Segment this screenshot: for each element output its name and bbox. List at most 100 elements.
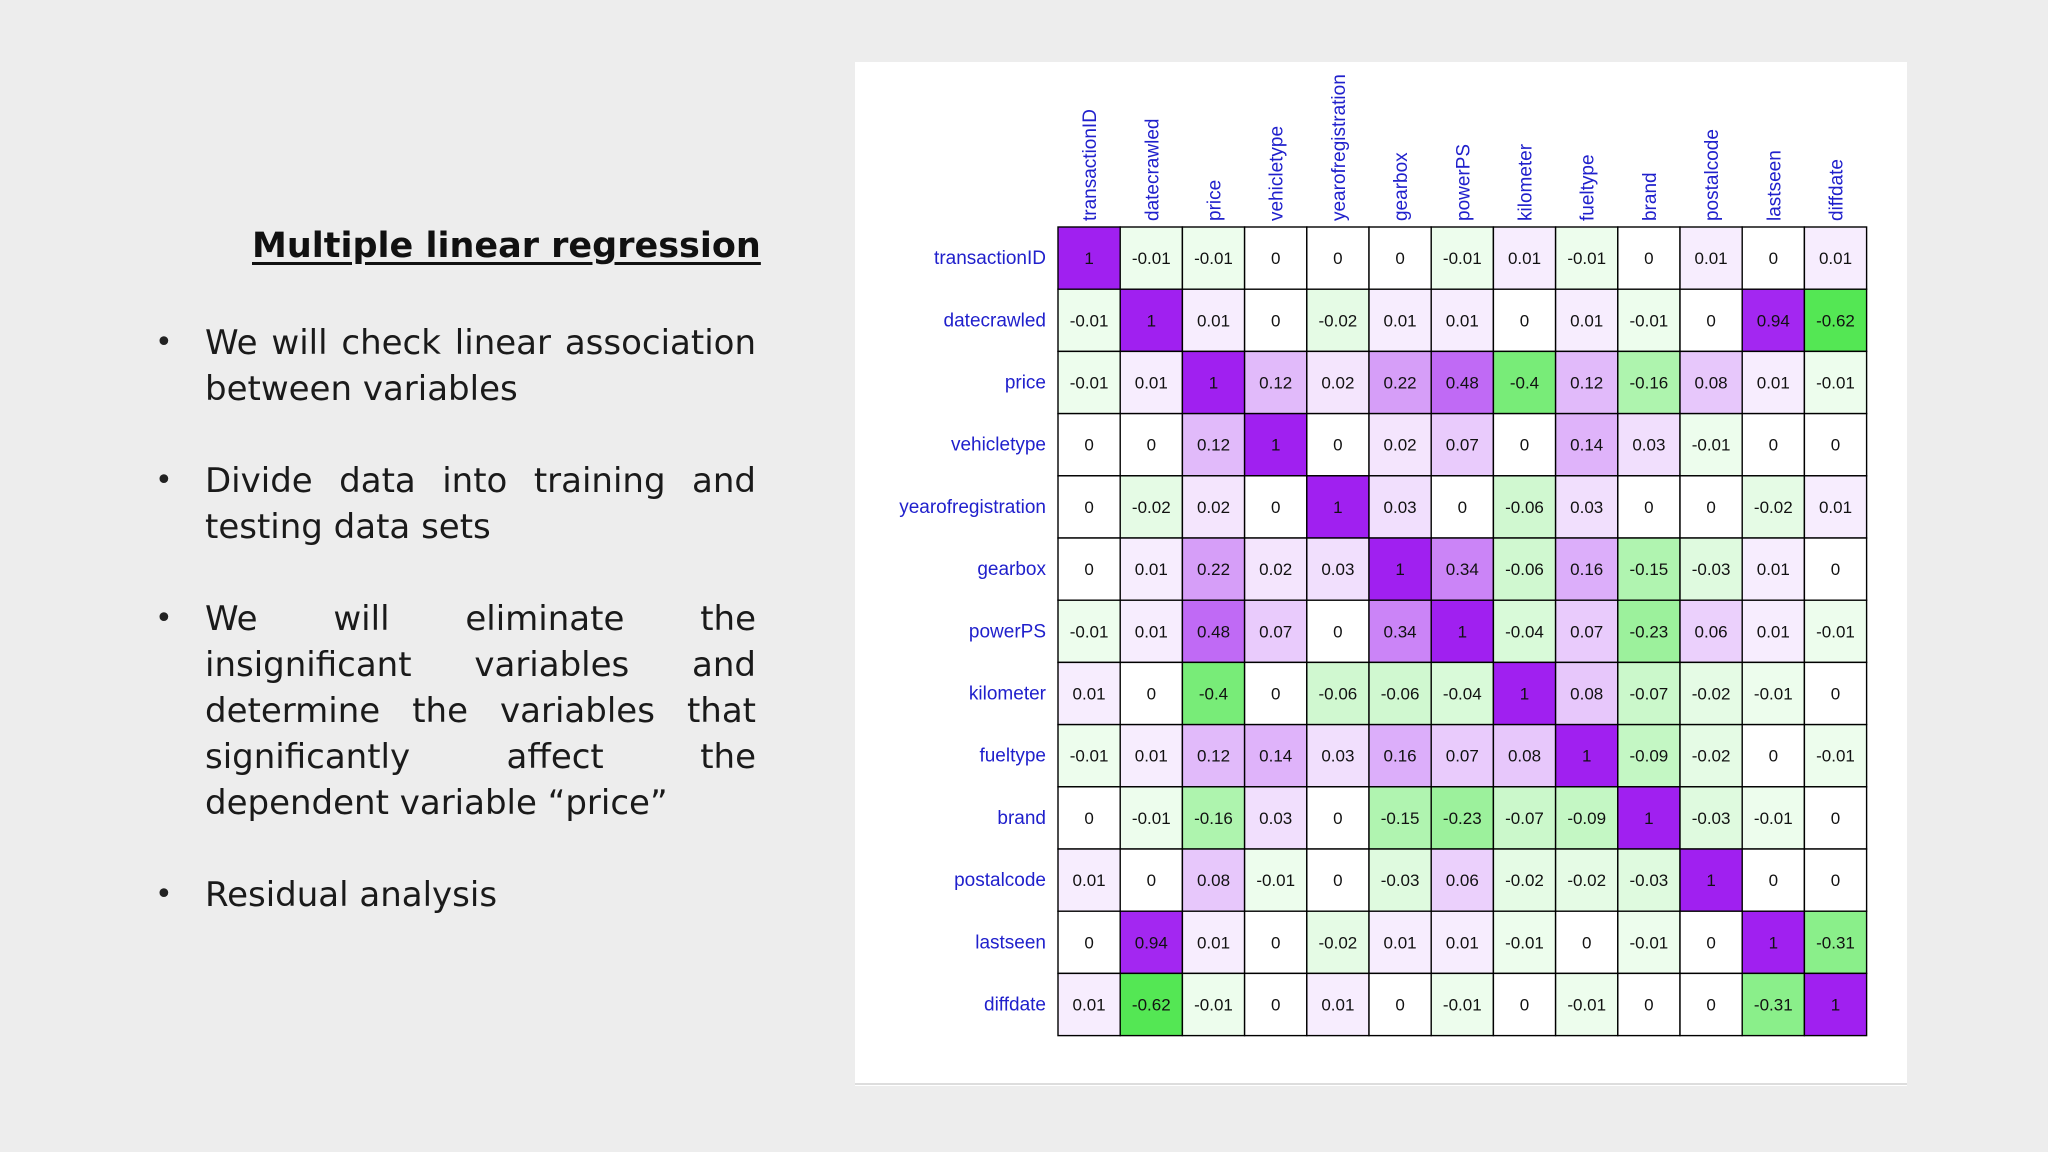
cell-value-label: 1 [1209,374,1218,393]
cell-value-label: -0.01 [1070,622,1109,641]
heatmap-cell [1243,723,1308,788]
cell-value-label: 0 [1831,809,1840,828]
slide-text-area: Multiple linear regression • We will che… [0,0,800,1152]
cell-value-label: 0.07 [1259,622,1292,641]
heatmap-cell [1617,786,1681,850]
column-label: yearofregistration [1329,74,1350,221]
heatmap-cell [1741,661,1806,726]
heatmap-cell [1492,537,1557,601]
cell-value-label: 0 [1147,871,1156,890]
heatmap-cell [1492,661,1557,726]
heatmap-cell [1368,910,1432,975]
heatmap-cell [1368,288,1432,353]
cell-value-label: 0 [1644,249,1653,268]
heatmap-cell [1243,288,1308,353]
cell-value-label: 0 [1458,498,1467,517]
heatmap-cell [1306,972,1370,1037]
heatmap-cell [1803,288,1868,353]
bullet-text: Residual analysis [205,875,498,915]
cell-value-label: 0.34 [1446,560,1479,579]
cell-value-label: 0.01 [1384,933,1417,952]
heatmap-cell [1554,910,1619,975]
heatmap-cell [1243,661,1308,726]
heatmap-cell [1119,786,1184,850]
bullet-symbol: • [155,877,173,912]
cell-value-label: -0.01 [1132,249,1171,268]
cell-value-label: 0 [1084,809,1093,828]
cell-value-label: 0.12 [1197,436,1230,455]
cell-value-label: -0.4 [1199,685,1228,704]
heatmap-cell [1679,723,1743,788]
cell-value-label: 0.08 [1197,871,1230,890]
cell-value-label: 0.01 [1819,249,1852,268]
cell-value-label: 0.01 [1384,311,1417,330]
cell-value-label: 0 [1706,498,1715,517]
heatmap-cell [1181,786,1246,850]
cell-value-label: 0 [1271,498,1280,517]
heatmap-cell [1306,537,1370,601]
cell-value-label: 0 [1333,249,1342,268]
bullet-item: • We will eliminate the insignificant va… [152,596,756,826]
heatmap-cell [1306,848,1370,912]
heatmap-cell [1368,661,1432,726]
cell-value-label: -0.15 [1381,809,1420,828]
cell-value-label: 0.01 [1757,560,1790,579]
heatmap-cell [1617,972,1681,1037]
cell-value-label: 0.02 [1259,560,1292,579]
bullet-text: Divide data into training and testing da… [205,461,756,547]
column-label: datecrawled [1142,119,1163,221]
heatmap-cell [1492,910,1557,975]
heatmap-cell [1803,848,1868,912]
cell-value-label: -0.01 [1816,747,1855,766]
cell-value-label: 0.03 [1632,436,1665,455]
cell-value-label: 0.03 [1321,560,1354,579]
cell-value-label: -0.01 [1070,311,1109,330]
cell-value-label: -0.01 [1070,747,1109,766]
heatmap-cell [1492,723,1557,788]
slide-title: Multiple linear regression [252,226,761,266]
heatmap-cell [1243,537,1308,601]
heatmap-cell [1679,537,1743,601]
column-label: diffdate [1827,159,1848,221]
row-label: gearbox [977,559,1046,580]
heatmap-cell [1119,226,1184,290]
heatmap-cell [1741,723,1806,788]
bullet-text: We will check linear association between… [205,323,756,409]
heatmap-cell [1679,350,1743,415]
heatmap-cell [1368,972,1432,1037]
cell-value-label: -0.01 [1443,996,1482,1015]
heatmap-cell [1430,288,1495,353]
cell-value-label: -0.06 [1319,685,1358,704]
heatmap-cell [1181,723,1246,788]
cell-value-label: -0.01 [1505,933,1544,952]
bullet-item: • Residual analysis [152,872,756,918]
heatmap-cell [1554,599,1619,664]
heatmap-cell [1803,475,1868,539]
cell-value-label: -0.16 [1194,809,1233,828]
cell-value-label: 0 [1769,436,1778,455]
heatmap-cell [1803,972,1868,1037]
cell-value-label: 0 [1520,996,1529,1015]
cell-value-label: 0.03 [1384,498,1417,517]
cell-value-label: -0.01 [1194,996,1233,1015]
bullet-item: • Divide data into training and testing … [152,458,756,550]
cell-value-label: 0.12 [1259,374,1292,393]
cell-value-label: 1 [1520,685,1529,704]
heatmap-cell [1741,537,1806,601]
cell-value-label: 1 [1458,622,1467,641]
cell-value-label: -0.04 [1443,685,1482,704]
heatmap-cell [1617,412,1681,477]
cell-value-label: 1 [1271,436,1280,455]
cell-value-label: -0.02 [1319,933,1358,952]
cell-value-label: -0.06 [1505,498,1544,517]
cell-value-label: 1 [1147,311,1156,330]
heatmap-cell [1617,537,1681,601]
heatmap-cell [1430,412,1495,477]
row-label: transactionID [934,248,1046,269]
cell-value-label: -0.07 [1505,809,1544,828]
cell-value-label: 0.01 [1446,933,1479,952]
cell-value-label: 0.01 [1135,560,1168,579]
cell-value-label: -0.04 [1505,622,1544,641]
cell-value-label: -0.01 [1567,996,1606,1015]
cell-value-label: 0.01 [1570,311,1603,330]
